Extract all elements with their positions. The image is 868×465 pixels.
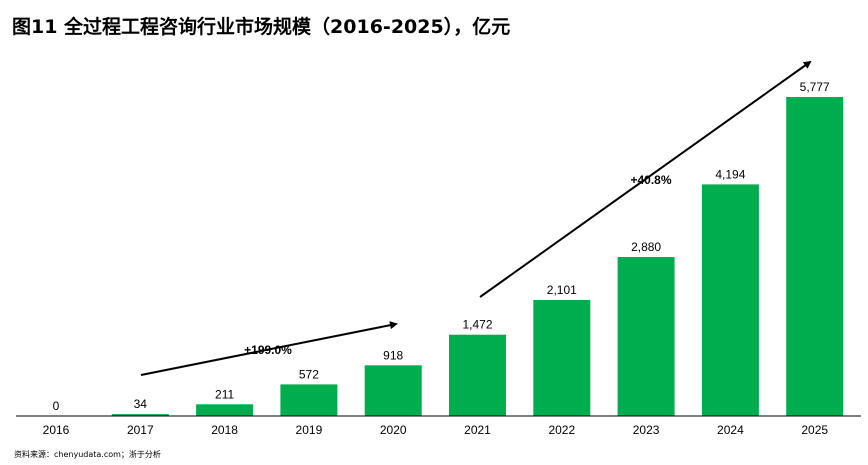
growth-annotation-2: +40.8% bbox=[630, 173, 671, 187]
x-tick-label-2018: 2018 bbox=[211, 423, 238, 437]
chart-title: 图11 全过程工程咨询行业市场规模（2016-2025），亿元 bbox=[12, 16, 511, 38]
x-tick-label-2017: 2017 bbox=[127, 423, 154, 437]
x-tick-label-2019: 2019 bbox=[296, 423, 323, 437]
value-label-2023: 2,880 bbox=[631, 240, 661, 254]
growth-arrow-1 bbox=[140, 321, 398, 376]
value-label-2020: 918 bbox=[383, 348, 403, 362]
x-tick-label-2023: 2023 bbox=[633, 423, 660, 437]
bar-2022 bbox=[533, 300, 591, 416]
bar-2023 bbox=[617, 257, 675, 416]
bar-2018 bbox=[196, 404, 254, 416]
x-tick-label-2025: 2025 bbox=[801, 423, 828, 437]
value-label-2017: 34 bbox=[134, 397, 148, 411]
bar-2025 bbox=[786, 97, 844, 416]
value-label-2016: 0 bbox=[53, 399, 60, 413]
x-tick-label-2020: 2020 bbox=[380, 423, 407, 437]
value-label-2019: 572 bbox=[299, 367, 319, 381]
value-label-2018: 211 bbox=[215, 387, 234, 401]
growth-arrow-2 bbox=[479, 60, 812, 298]
bar-2019 bbox=[280, 384, 338, 416]
x-tick-label-2024: 2024 bbox=[717, 423, 744, 437]
value-label-2022: 2,101 bbox=[547, 283, 577, 297]
x-tick-label-2022: 2022 bbox=[548, 423, 575, 437]
source-note: 资料来源：chenyudata.com；浙于分析 bbox=[14, 450, 161, 459]
bar-2024 bbox=[701, 184, 759, 416]
x-tick-label-2021: 2021 bbox=[464, 423, 491, 437]
growth-annotation-1: +199.0% bbox=[244, 343, 292, 357]
value-label-2025: 5,777 bbox=[800, 80, 830, 94]
x-tick-label-2016: 2016 bbox=[43, 423, 70, 437]
bar-2017 bbox=[111, 414, 169, 416]
value-label-2024: 4,194 bbox=[715, 167, 745, 181]
value-label-2021: 1,472 bbox=[462, 318, 492, 332]
bar-2021 bbox=[449, 334, 506, 416]
bar-2020 bbox=[364, 365, 422, 416]
